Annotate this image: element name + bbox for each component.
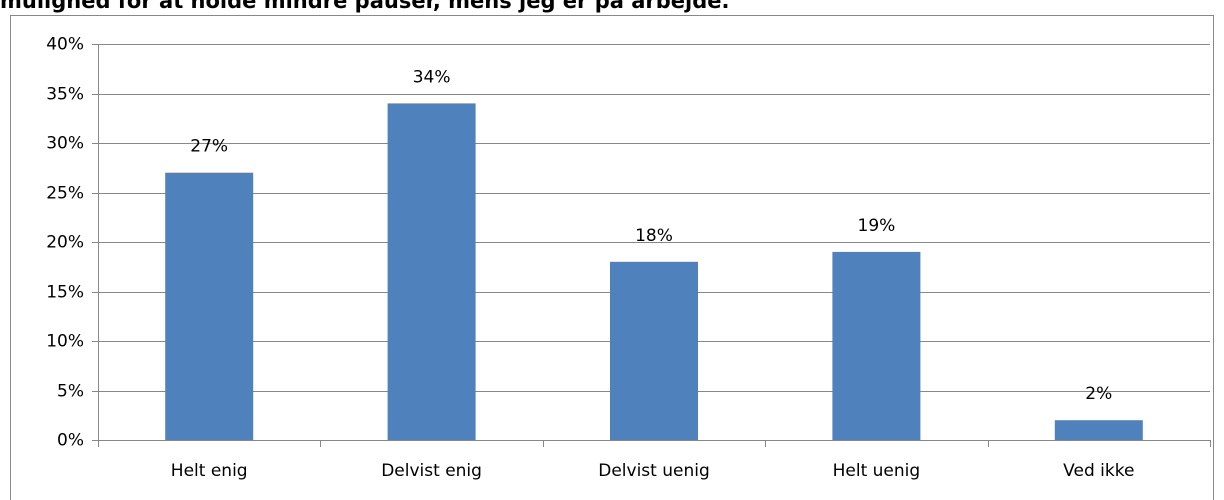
y-tick-label: 20% xyxy=(46,233,84,253)
bar xyxy=(1054,420,1143,440)
data-label: 2% xyxy=(1085,384,1112,404)
y-tick-label: 30% xyxy=(46,134,84,154)
x-tick-label: Delvist enig xyxy=(381,461,482,481)
y-tick-label: 0% xyxy=(57,431,84,451)
y-tick-label: 35% xyxy=(46,85,84,105)
data-label: 27% xyxy=(190,137,228,157)
x-tick-label: Helt enig xyxy=(171,461,248,481)
y-tick-label: 15% xyxy=(46,283,84,303)
x-tick-label: Helt uenig xyxy=(833,461,921,481)
bar xyxy=(165,172,254,440)
bar xyxy=(610,261,698,440)
data-label: 34% xyxy=(413,67,451,87)
y-tick-label: 25% xyxy=(46,184,84,204)
data-label: 18% xyxy=(635,226,673,246)
chart-title: mulighed for at holde mindre pauser, men… xyxy=(0,0,729,13)
y-tick-label: 10% xyxy=(46,332,84,352)
y-tick-label: 5% xyxy=(57,382,84,402)
data-label: 19% xyxy=(858,216,896,236)
x-tick-label: Delvist uenig xyxy=(598,461,710,481)
x-tick-label: Ved ikke xyxy=(1063,461,1134,481)
bar xyxy=(832,251,921,440)
y-tick-label: 40% xyxy=(46,35,84,55)
bar xyxy=(387,103,476,441)
